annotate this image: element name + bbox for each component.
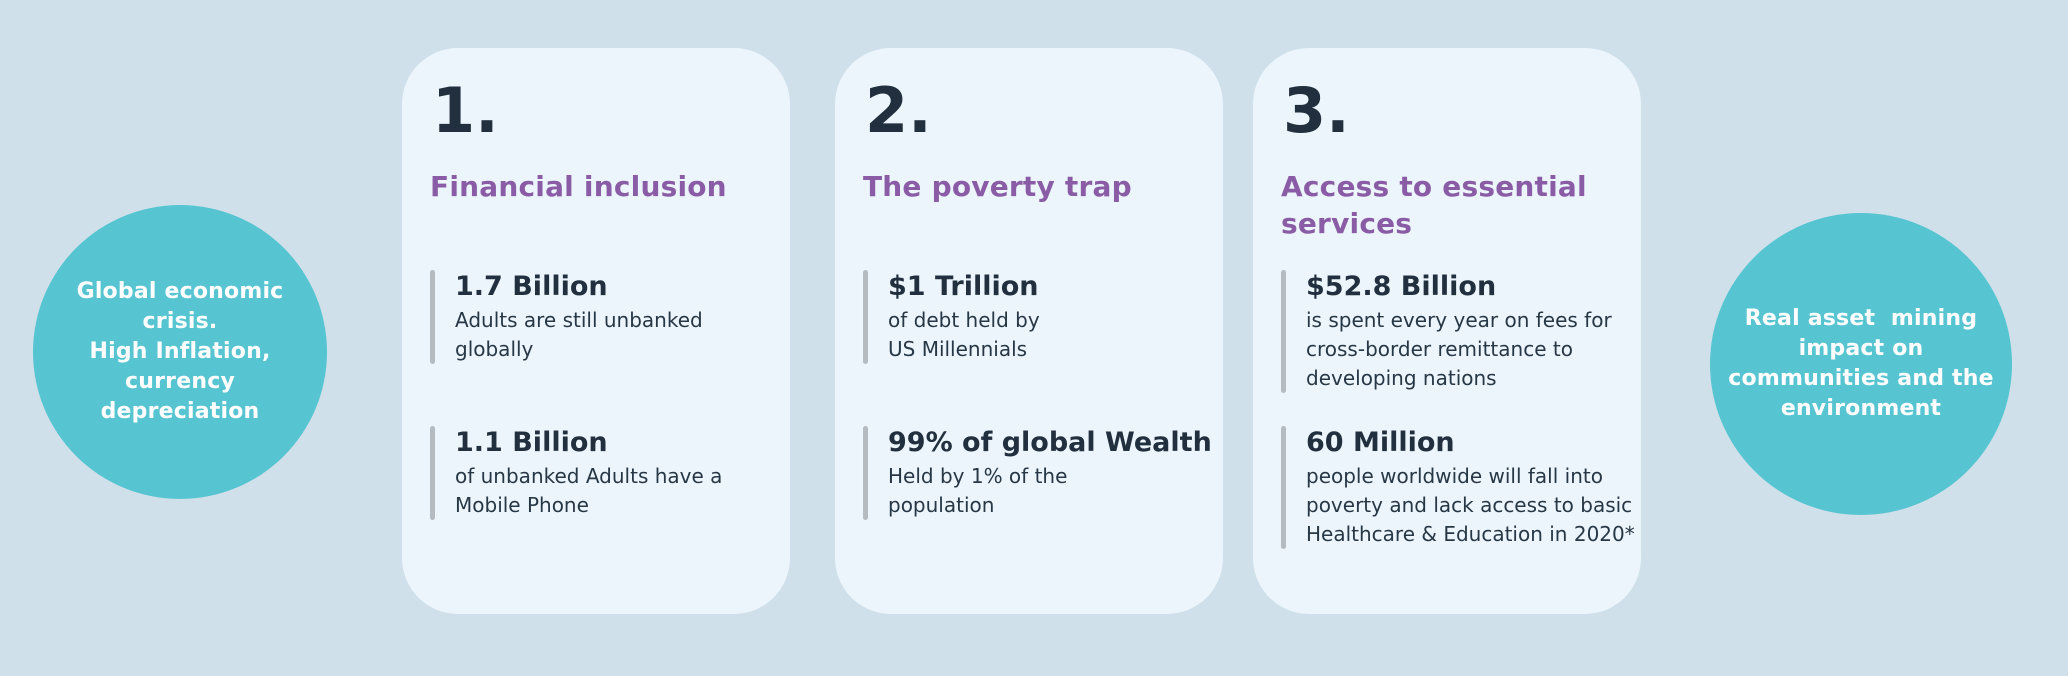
stat-accent-bar	[863, 270, 868, 364]
stat-accent-bar	[1281, 270, 1286, 393]
card-poverty-trap: 2. The poverty trap $1 Trillion of debt …	[835, 48, 1223, 614]
stat-description: people worldwide will fall into poverty …	[1306, 464, 1635, 546]
stat-content: 1.1 Billion of unbanked Adults have a Mo…	[435, 426, 722, 520]
card-title: The poverty trap	[863, 170, 1132, 203]
stat-content: $52.8 Billion is spent every year on fee…	[1286, 270, 1612, 393]
stat-block: 1.1 Billion of unbanked Adults have a Mo…	[430, 426, 770, 520]
stat-value: 99% of global Wealth	[888, 427, 1212, 458]
card-number: 2.	[865, 74, 932, 147]
stat-value: 1.7 Billion	[455, 271, 608, 302]
right-circle-text: Real asset mining impact on communities …	[1728, 306, 1994, 421]
stat-block: 60 Million people worldwide will fall in…	[1281, 426, 1635, 549]
stat-description: Adults are still unbanked globally	[455, 308, 703, 361]
stat-accent-bar	[430, 270, 435, 364]
stat-content: $1 Trillion of debt held by US Millennia…	[868, 270, 1040, 364]
stat-block: $1 Trillion of debt held by US Millennia…	[863, 270, 1203, 364]
stat-content: 99% of global Wealth Held by 1% of the p…	[868, 426, 1212, 520]
stat-description: Held by 1% of the population	[888, 464, 1068, 517]
stat-accent-bar	[1281, 426, 1286, 549]
stat-accent-bar	[863, 426, 868, 520]
stat-value: 1.1 Billion	[455, 427, 608, 458]
card-financial-inclusion: 1. Financial inclusion 1.7 Billion Adult…	[402, 48, 790, 614]
stat-block: $52.8 Billion is spent every year on fee…	[1281, 270, 1621, 393]
stat-description: is spent every year on fees for cross-bo…	[1306, 308, 1612, 390]
stat-description: of unbanked Adults have a Mobile Phone	[455, 464, 723, 517]
stat-description: of debt held by US Millennials	[888, 308, 1040, 361]
stat-block: 1.7 Billion Adults are still unbanked gl…	[430, 270, 770, 364]
stat-content: 1.7 Billion Adults are still unbanked gl…	[435, 270, 703, 364]
right-circle: Real asset mining impact on communities …	[1710, 213, 2012, 515]
card-title: Financial inclusion	[430, 170, 727, 203]
left-circle-text: Global economic crisis. High Inflation, …	[76, 279, 284, 424]
card-access-essential-services: 3. Access to essential services $52.8 Bi…	[1253, 48, 1641, 614]
card-title: Access to essential services	[1281, 170, 1587, 240]
stat-value: $1 Trillion	[888, 271, 1039, 302]
left-circle: Global economic crisis. High Inflation, …	[33, 205, 327, 499]
stat-value: $52.8 Billion	[1306, 271, 1497, 302]
card-number: 1.	[432, 74, 499, 147]
card-number: 3.	[1283, 74, 1350, 147]
stat-value: 60 Million	[1306, 427, 1455, 458]
stat-accent-bar	[430, 426, 435, 520]
stat-content: 60 Million people worldwide will fall in…	[1286, 426, 1635, 549]
stat-block: 99% of global Wealth Held by 1% of the p…	[863, 426, 1212, 520]
